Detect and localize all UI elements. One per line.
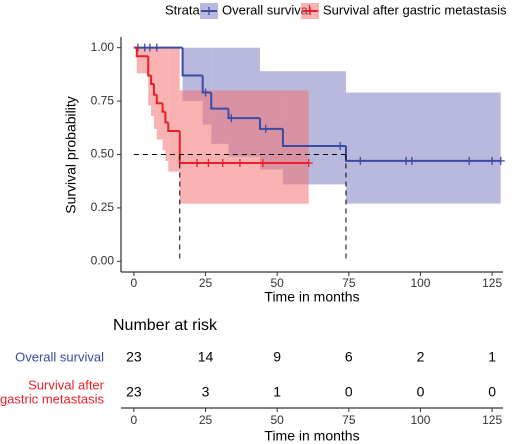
risk-count: 1 — [273, 384, 281, 400]
x-tick-label: 50 — [271, 276, 285, 290]
confidence-band — [136, 47, 149, 74]
confidence-band — [168, 47, 180, 172]
confidence-band — [202, 47, 212, 125]
survival-step — [344, 145, 501, 162]
censor-mark — [145, 43, 154, 52]
confidence-band — [165, 47, 169, 161]
x-axis-label: Time in months — [264, 289, 359, 305]
risk-row-label: Overall survival — [15, 349, 104, 364]
confidence-band — [153, 47, 157, 129]
survival-step — [155, 94, 163, 105]
survival-step — [135, 47, 149, 58]
survival-step — [281, 128, 346, 147]
confidence-band — [179, 90, 309, 204]
censor-mark — [192, 159, 201, 168]
risk-x-tick-label: 0 — [131, 413, 138, 427]
survival-step — [258, 118, 283, 130]
confidence-band — [182, 47, 203, 102]
risk-count: 9 — [273, 349, 281, 365]
y-axis-label: Survival probability — [63, 96, 79, 214]
survival-step — [181, 47, 203, 77]
bands — [136, 47, 501, 204]
legend-label: Survival after gastric metastasis — [323, 2, 507, 17]
censor-mark — [465, 156, 474, 165]
censor-mark — [407, 156, 416, 165]
censor-mark — [204, 159, 213, 168]
survival-step — [210, 92, 229, 110]
censor-mark — [152, 43, 161, 52]
risk-count: 14 — [198, 349, 214, 365]
x-tick-label: 100 — [410, 276, 430, 290]
censor-mark — [304, 159, 313, 168]
censor-mark — [488, 156, 497, 165]
confidence-band — [345, 92, 501, 204]
y-tick-label: 0.75 — [91, 93, 115, 107]
censor-mark — [258, 159, 267, 168]
legend-label: Overall survival — [222, 2, 311, 17]
risk-x-axis-label: Time in months — [264, 428, 359, 444]
x-tick-label: 0 — [131, 276, 138, 290]
y-tick-label: 0.00 — [91, 253, 115, 267]
x-tick-label: 25 — [199, 276, 213, 290]
x-tick-label: 75 — [342, 276, 356, 290]
risk-table-title: Number at risk — [113, 317, 218, 334]
risk-count: 6 — [345, 349, 353, 365]
risk-row-label: gastric metastasis — [0, 391, 104, 406]
risk-count: 0 — [345, 384, 353, 400]
censor-mark — [496, 156, 505, 165]
risk-x-tick-label: 25 — [199, 413, 213, 427]
confidence-band — [156, 47, 163, 140]
risk-count: 3 — [202, 384, 210, 400]
censor-mark — [201, 88, 210, 97]
risk-count: 23 — [126, 349, 142, 365]
risk-count: 1 — [488, 349, 496, 365]
censor-mark — [227, 114, 236, 123]
censor-mark — [218, 159, 227, 168]
censor-mark — [336, 141, 345, 150]
risk-x-tick-label: 100 — [410, 413, 430, 427]
censor-mark — [235, 159, 244, 168]
confidence-band — [151, 47, 154, 117]
risk-x-tick-label: 75 — [342, 413, 356, 427]
confidence-band — [148, 47, 152, 106]
risk-x-tick-label: 125 — [482, 413, 502, 427]
legend-title: Strata — [165, 2, 200, 17]
x-tick-label: 125 — [482, 276, 502, 290]
y-tick-label: 0.25 — [91, 200, 115, 214]
y-tick-label: 0.50 — [91, 147, 115, 161]
censor-mark — [261, 124, 270, 133]
survival-step — [152, 84, 157, 96]
censor-mark — [356, 156, 365, 165]
y-tick-label: 1.00 — [91, 40, 115, 54]
risk-row-label: Survival after — [28, 377, 105, 392]
risk-count: 23 — [126, 384, 142, 400]
survival-step — [167, 122, 180, 132]
risk-count: 0 — [488, 384, 496, 400]
risk-count: 2 — [417, 349, 425, 365]
confidence-band — [162, 47, 166, 151]
risk-x-tick-label: 50 — [271, 413, 285, 427]
curves — [133, 43, 505, 168]
survival-step — [147, 56, 152, 77]
risk-count: 0 — [417, 384, 425, 400]
